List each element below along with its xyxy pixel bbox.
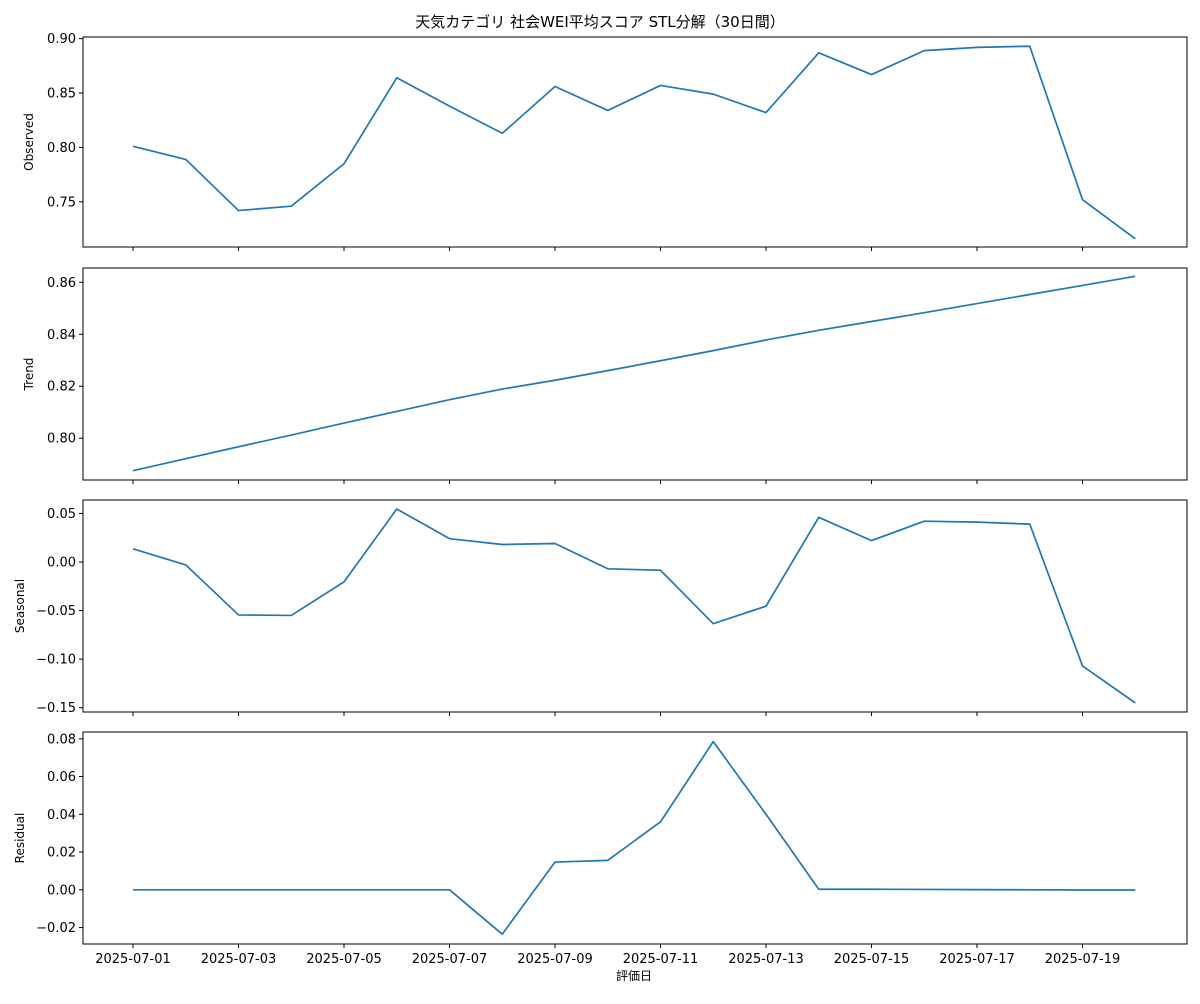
xtick-label: 2025-07-03 xyxy=(201,952,277,967)
panel-4-ytick-label: 0.08 xyxy=(47,732,76,747)
xtick-label: 2025-07-19 xyxy=(1045,952,1121,967)
panel-3-ytick-label: −0.15 xyxy=(36,701,76,716)
panel-3-ytick-label: 0.05 xyxy=(47,507,76,522)
xtick-label: 2025-07-17 xyxy=(939,952,1015,967)
panel-4-ytick-label: 0.02 xyxy=(47,846,76,861)
panel-2-ytick-label: 0.86 xyxy=(47,276,76,291)
panel-4-ylabel: Residual xyxy=(13,813,27,864)
xtick-label: 2025-07-11 xyxy=(623,952,699,967)
panel-4-ytick-label: 0.04 xyxy=(47,808,76,823)
panel-3-ylabel: Seasonal xyxy=(13,579,27,633)
panel-3-frame xyxy=(82,499,1188,713)
panel-4-frame xyxy=(82,731,1188,945)
xtick-label: 2025-07-09 xyxy=(517,952,593,967)
panel-1-ytick-label: 0.75 xyxy=(47,195,76,210)
figure-title: 天気カテゴリ 社会WEI平均スコア STL分解（30日間） xyxy=(415,13,785,31)
xtick-label: 2025-07-15 xyxy=(834,952,910,967)
panel-2-series-line xyxy=(132,275,1136,472)
xtick-label: 2025-07-05 xyxy=(306,952,382,967)
x-axis-label: 評価日 xyxy=(615,969,652,983)
panel-3-ytick-label: −0.05 xyxy=(36,604,76,619)
panel-1-ytick-label: 0.85 xyxy=(47,87,76,102)
panel-1-ytick-label: 0.80 xyxy=(47,141,76,156)
panel-3-series-line xyxy=(132,508,1136,704)
xtick-label: 2025-07-13 xyxy=(728,952,804,967)
panel-1-frame xyxy=(82,36,1188,248)
panel-3-ytick-label: 0.00 xyxy=(47,555,76,570)
panel-2-ytick-label: 0.80 xyxy=(47,432,76,447)
panel-4-series-line xyxy=(133,740,1136,936)
panel-2-frame xyxy=(82,267,1188,481)
panel-4-ytick-label: −0.02 xyxy=(36,921,76,936)
xtick-label: 2025-07-01 xyxy=(95,952,171,967)
panel-2-ylabel: Trend xyxy=(22,358,36,392)
panel-1-series-line xyxy=(132,45,1136,240)
panel-2-ytick-label: 0.82 xyxy=(47,380,76,395)
panel-1-ylabel: Observed xyxy=(22,113,36,171)
panel-4-ytick-label: 0.06 xyxy=(47,770,76,785)
panel-1-ytick-label: 0.90 xyxy=(47,32,76,47)
xtick-label: 2025-07-07 xyxy=(412,952,488,967)
panel-2-ytick-label: 0.84 xyxy=(47,328,76,343)
panel-3-ytick-label: −0.10 xyxy=(36,653,76,668)
panel-4-ytick-label: 0.00 xyxy=(47,883,76,898)
